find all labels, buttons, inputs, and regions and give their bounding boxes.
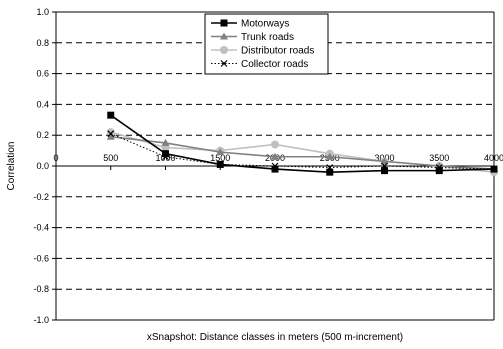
data-point — [325, 152, 334, 160]
data-series — [106, 111, 498, 177]
data-point — [220, 60, 228, 67]
data-point — [220, 32, 228, 40]
y-tick-label: -0.2 — [33, 192, 49, 202]
data-point — [381, 167, 388, 175]
legend: Motorways Trunk roads Distributor roads Col… — [204, 13, 329, 75]
legend-label: Motorways — [241, 19, 289, 30]
data-point — [220, 19, 228, 27]
legend-item: Distributor roads — [211, 46, 314, 57]
x-axis-title: xSnapshot: Distance classes in meters (5… — [147, 332, 403, 343]
data-point — [271, 152, 279, 160]
x-tick-label: 3500 — [429, 153, 449, 163]
series-line — [110, 135, 495, 170]
data-point — [435, 167, 443, 175]
y-tick-label: -0.6 — [33, 253, 49, 263]
data-point — [271, 165, 279, 173]
legend-item: Motorways — [211, 19, 289, 30]
data-point — [216, 148, 225, 156]
legend-label: Distributor roads — [241, 46, 314, 57]
y-tick-label: -1.0 — [33, 315, 49, 325]
x-tick-label: 1000 — [155, 153, 175, 163]
data-point — [106, 128, 115, 137]
y-tick-label: 0.4 — [36, 99, 49, 109]
series-motorways — [107, 111, 498, 176]
x-tick-label: 0 — [53, 153, 58, 163]
x-tick-label: 1500 — [210, 153, 230, 163]
y-tick-label: -0.4 — [33, 223, 49, 233]
series-line — [110, 114, 495, 173]
y-tick-labels: 1.0 0.8 0.6 0.4 0.2 0.0 -0.2 -0.4 -0.6 -0.8 -1.0 — [33, 7, 49, 325]
legend-item: Trunk roads — [211, 32, 294, 43]
data-point — [107, 130, 115, 138]
data-point — [490, 165, 498, 173]
y-axis-title: Correlation — [6, 142, 17, 191]
legend-item: Collector roads — [211, 59, 308, 70]
data-point — [107, 111, 115, 119]
data-point — [271, 140, 279, 149]
data-point — [106, 132, 115, 140]
data-point — [162, 150, 169, 158]
data-point — [326, 168, 334, 176]
y-tick-label: 0.6 — [36, 69, 49, 79]
y-tick-label: 0.8 — [36, 38, 49, 48]
x-tick-label: 500 — [103, 153, 118, 163]
series-line — [110, 133, 495, 170]
x-tick-label: 4000 — [484, 153, 503, 163]
data-point — [216, 160, 224, 168]
y-tick-label: 0.2 — [36, 130, 49, 140]
y-tick-label: 0.0 — [36, 161, 49, 171]
data-point — [161, 138, 170, 146]
legend-label: Trunk roads — [241, 32, 294, 43]
y-tick-label: 1.0 — [36, 7, 49, 17]
y-tick-label: -0.8 — [33, 284, 49, 294]
data-point — [380, 157, 389, 165]
data-point — [220, 46, 228, 54]
legend-label: Collector roads — [241, 59, 308, 70]
